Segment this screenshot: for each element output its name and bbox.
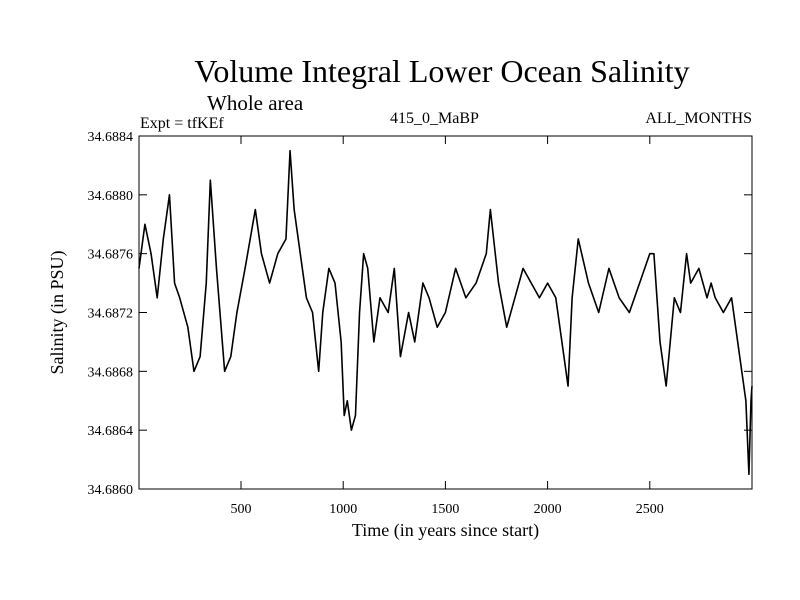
y-tick-label: 34.6860 <box>88 483 134 498</box>
y-axis-label: Salinity (in PSU) <box>47 250 68 374</box>
y-tick-label: 34.6884 <box>88 130 134 145</box>
y-tick-label: 34.6868 <box>88 365 134 380</box>
experiment-label: Expt = tfKEf <box>140 115 224 132</box>
chart-subtitle: Whole area <box>207 91 304 115</box>
run-label: 415_0_MaBP <box>390 110 479 127</box>
y-tick-label: 34.6864 <box>88 424 134 439</box>
x-tick-label: 1500 <box>431 502 459 517</box>
y-tick-label: 34.6880 <box>88 189 134 204</box>
x-axis-label: Time (in years since start) <box>352 520 539 541</box>
chart-title: Volume Integral Lower Ocean Salinity <box>194 53 690 89</box>
y-tick-label: 34.6876 <box>88 248 134 263</box>
months-label: ALL_MONTHS <box>645 110 752 127</box>
x-tick-label: 2500 <box>636 502 664 517</box>
x-tick-label: 500 <box>230 502 251 517</box>
x-tick-label: 2000 <box>534 502 562 517</box>
x-tick-label: 1000 <box>329 502 357 517</box>
y-tick-label: 34.6872 <box>88 307 134 322</box>
series-line <box>138 149 753 476</box>
